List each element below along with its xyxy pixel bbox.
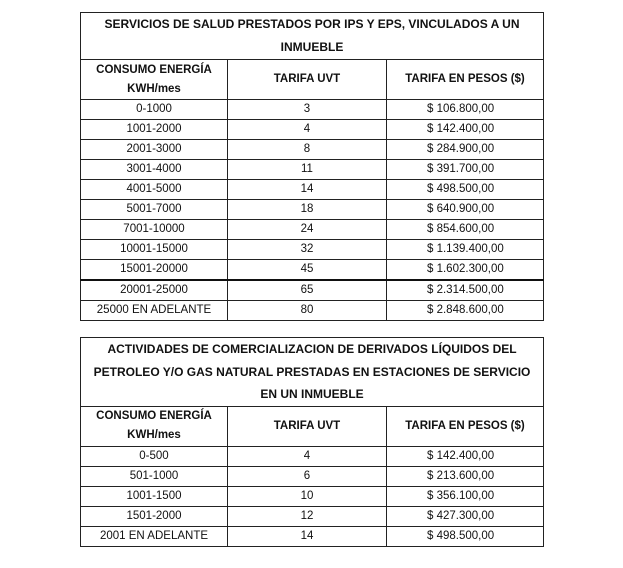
table-row: 1501-2000 12 $ 427.300,00 — [80, 505, 545, 527]
cell-consumo: 1001-2000 — [80, 119, 228, 140]
header-consumo: CONSUMO ENERGÍA KWH/mes — [80, 405, 228, 447]
table-row: 0-1000 3 $ 106.800,00 — [80, 99, 545, 120]
cell-pesos: $ 284.900,00 — [385, 139, 545, 160]
table-row: 3001-4000 11 $ 391.700,00 — [80, 159, 545, 180]
table-row: 7001-10000 24 $ 854.600,00 — [80, 219, 545, 240]
cell-consumo: 7001-10000 — [80, 219, 228, 240]
header-pesos: TARIFA EN PESOS ($) — [385, 405, 545, 447]
cell-consumo: 0-500 — [80, 445, 228, 467]
cell-consumo: 1501-2000 — [80, 505, 228, 527]
cell-consumo: 20001-25000 — [80, 279, 228, 301]
table-row: 0-500 4 $ 142.400,00 — [80, 445, 545, 467]
cell-pesos: $ 356.100,00 — [385, 485, 545, 507]
cell-uvt: 8 — [227, 139, 387, 160]
cell-uvt: 6 — [227, 465, 387, 487]
cell-pesos: $ 106.800,00 — [385, 99, 545, 120]
cell-uvt: 3 — [227, 99, 387, 120]
table-row: 20001-25000 65 $ 2.314.500,00 — [80, 279, 545, 301]
salud-tariff-table: SERVICIOS DE SALUD PRESTADOS POR IPS Y E… — [79, 12, 545, 321]
cell-uvt: 4 — [227, 119, 387, 140]
cell-uvt: 32 — [227, 239, 387, 260]
header-pesos: TARIFA EN PESOS ($) — [385, 59, 545, 100]
cell-consumo: 2001-3000 — [80, 139, 228, 160]
table-title: ACTIVIDADES DE COMERCIALIZACION DE DERIV… — [79, 337, 545, 407]
cell-uvt: 4 — [227, 445, 387, 467]
cell-pesos: $ 2.314.500,00 — [385, 279, 545, 301]
table-row: 10001-15000 32 $ 1.139.400,00 — [80, 239, 545, 260]
cell-pesos: $ 142.400,00 — [385, 445, 545, 467]
cell-uvt: 12 — [227, 505, 387, 527]
table-row: 1001-1500 10 $ 356.100,00 — [80, 485, 545, 507]
cell-pesos: $ 427.300,00 — [385, 505, 545, 527]
table-title: SERVICIOS DE SALUD PRESTADOS POR IPS Y E… — [79, 12, 545, 60]
cell-uvt: 10 — [227, 485, 387, 507]
table-row: 501-1000 6 $ 213.600,00 — [80, 465, 545, 487]
cell-consumo: 0-1000 — [80, 99, 228, 120]
combustibles-tariff-table: ACTIVIDADES DE COMERCIALIZACION DE DERIV… — [79, 337, 545, 547]
header-uvt: TARIFA UVT — [227, 405, 387, 447]
table-row: 2001 EN ADELANTE 14 $ 498.500,00 — [80, 525, 545, 547]
cell-uvt: 45 — [227, 259, 387, 281]
cell-consumo: 15001-20000 — [80, 259, 228, 281]
cell-uvt: 24 — [227, 219, 387, 240]
cell-consumo: 5001-7000 — [80, 199, 228, 220]
header-uvt: TARIFA UVT — [227, 59, 387, 100]
table-row: 4001-5000 14 $ 498.500,00 — [80, 179, 545, 200]
cell-pesos: $ 1.602.300,00 — [385, 259, 545, 281]
cell-uvt: 65 — [227, 279, 387, 301]
cell-consumo: 4001-5000 — [80, 179, 228, 200]
cell-consumo: 25000 EN ADELANTE — [80, 300, 228, 321]
cell-uvt: 14 — [227, 179, 387, 200]
header-consumo: CONSUMO ENERGÍA KWH/mes — [80, 59, 228, 100]
cell-consumo: 501-1000 — [80, 465, 228, 487]
cell-pesos: $ 854.600,00 — [385, 219, 545, 240]
cell-pesos: $ 1.139.400,00 — [385, 239, 545, 260]
table-row: 15001-20000 45 $ 1.602.300,00 — [80, 259, 545, 281]
cell-consumo: 3001-4000 — [80, 159, 228, 180]
cell-consumo: 10001-15000 — [80, 239, 228, 260]
table-row: 5001-7000 18 $ 640.900,00 — [80, 199, 545, 220]
cell-pesos: $ 142.400,00 — [385, 119, 545, 140]
cell-pesos: $ 498.500,00 — [385, 525, 545, 547]
cell-pesos: $ 640.900,00 — [385, 199, 545, 220]
table-row: 25000 EN ADELANTE 80 $ 2.848.600,00 — [80, 300, 545, 321]
cell-uvt: 80 — [227, 300, 387, 321]
cell-consumo: 2001 EN ADELANTE — [80, 525, 228, 547]
cell-uvt: 18 — [227, 199, 387, 220]
cell-pesos: $ 391.700,00 — [385, 159, 545, 180]
cell-pesos: $ 213.600,00 — [385, 465, 545, 487]
table-row: 1001-2000 4 $ 142.400,00 — [80, 119, 545, 140]
cell-pesos: $ 2.848.600,00 — [385, 300, 545, 321]
table-row: 2001-3000 8 $ 284.900,00 — [80, 139, 545, 160]
cell-pesos: $ 498.500,00 — [385, 179, 545, 200]
cell-consumo: 1001-1500 — [80, 485, 228, 507]
cell-uvt: 14 — [227, 525, 387, 547]
cell-uvt: 11 — [227, 159, 387, 180]
